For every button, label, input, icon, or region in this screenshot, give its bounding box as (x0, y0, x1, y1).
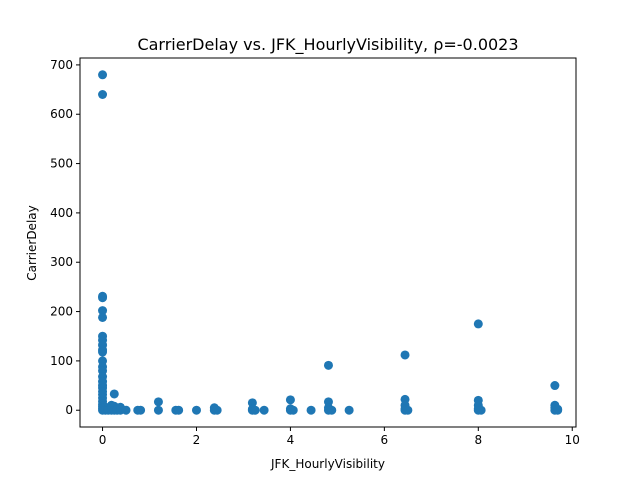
data-point (476, 405, 486, 415)
y-tick-label: 200 (50, 305, 73, 319)
x-tick-label: 0 (99, 433, 107, 447)
data-point (98, 90, 108, 100)
data-point (247, 398, 257, 408)
chart-title: CarrierDelay vs. JFK_HourlyVisibility, ρ… (137, 35, 518, 55)
y-tick-label: 100 (50, 354, 73, 368)
data-point (121, 405, 131, 415)
data-point (306, 405, 316, 415)
data-point (288, 405, 298, 415)
data-point (259, 405, 269, 415)
x-axis-label: JFK_HourlyVisibility (270, 457, 385, 471)
y-tick-label: 700 (50, 58, 73, 72)
x-tick-label: 2 (193, 433, 201, 447)
y-tick-label: 600 (50, 107, 73, 121)
data-point (344, 405, 354, 415)
data-point (98, 347, 108, 357)
data-point (323, 360, 333, 370)
plot-area-frame (79, 57, 577, 428)
y-tick-label: 0 (65, 403, 73, 417)
data-point (98, 312, 108, 322)
y-tick-label: 400 (50, 206, 73, 220)
data-point (212, 405, 222, 415)
data-point (98, 70, 108, 80)
data-point (550, 381, 560, 391)
y-tick-label: 500 (50, 157, 73, 171)
data-point (285, 395, 295, 405)
data-point (98, 293, 108, 303)
data-points (98, 70, 563, 415)
x-tick-label: 6 (381, 433, 389, 447)
data-point (250, 405, 260, 415)
data-point (327, 405, 337, 415)
data-point (136, 405, 146, 415)
x-tick-label: 4 (287, 433, 295, 447)
data-point (553, 405, 563, 415)
y-axis-label: CarrierDelay (25, 205, 39, 280)
data-point (403, 405, 413, 415)
data-point (191, 405, 201, 415)
data-point (400, 350, 410, 360)
data-point (174, 405, 184, 415)
data-point (98, 306, 108, 316)
y-tick-label: 300 (50, 255, 73, 269)
data-point (473, 319, 483, 329)
x-tick-label: 10 (565, 433, 580, 447)
data-point (153, 397, 163, 407)
data-point (153, 405, 163, 415)
data-point (109, 389, 119, 399)
x-tick-label: 8 (474, 433, 482, 447)
